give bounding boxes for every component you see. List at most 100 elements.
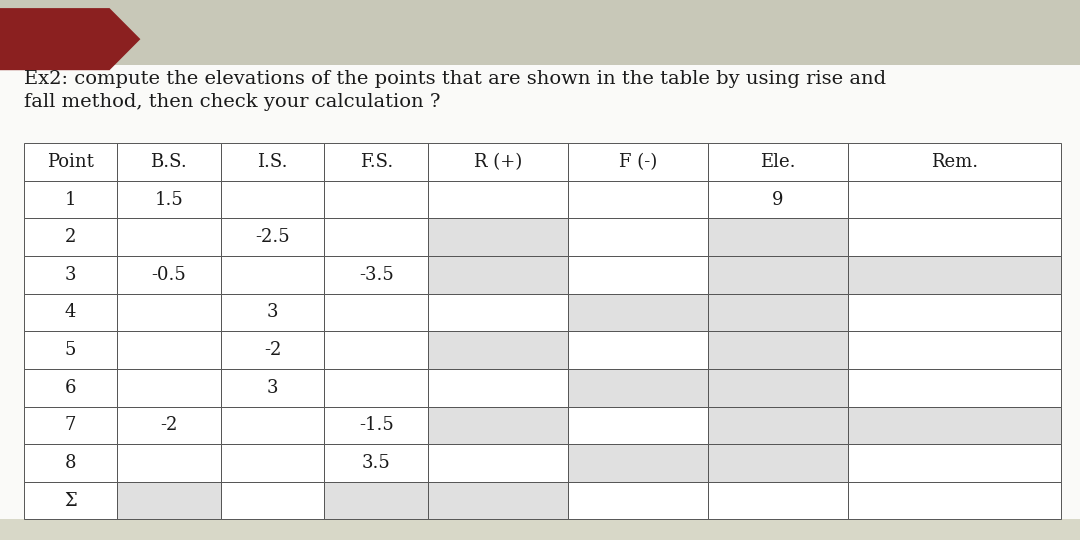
Text: 3: 3	[267, 303, 279, 321]
FancyBboxPatch shape	[708, 482, 848, 519]
FancyBboxPatch shape	[117, 294, 220, 331]
FancyBboxPatch shape	[324, 143, 428, 181]
FancyBboxPatch shape	[24, 218, 117, 256]
Text: -3.5: -3.5	[359, 266, 393, 284]
Text: 7: 7	[65, 416, 76, 434]
FancyBboxPatch shape	[428, 482, 568, 519]
FancyBboxPatch shape	[324, 218, 428, 256]
FancyBboxPatch shape	[568, 407, 708, 444]
FancyBboxPatch shape	[708, 294, 848, 331]
FancyBboxPatch shape	[848, 256, 1061, 294]
FancyBboxPatch shape	[220, 444, 324, 482]
FancyBboxPatch shape	[428, 181, 568, 218]
FancyBboxPatch shape	[117, 482, 220, 519]
Text: 3: 3	[65, 266, 77, 284]
Text: 6: 6	[65, 379, 77, 397]
Text: 5: 5	[65, 341, 76, 359]
Text: Ele.: Ele.	[760, 153, 796, 171]
FancyBboxPatch shape	[220, 218, 324, 256]
FancyBboxPatch shape	[848, 369, 1061, 407]
FancyBboxPatch shape	[0, 65, 1080, 519]
Polygon shape	[0, 8, 140, 70]
FancyBboxPatch shape	[848, 218, 1061, 256]
FancyBboxPatch shape	[117, 407, 220, 444]
FancyBboxPatch shape	[708, 332, 848, 369]
Text: -2: -2	[264, 341, 281, 359]
Text: fall method, then check your calculation ?: fall method, then check your calculation…	[24, 93, 441, 111]
FancyBboxPatch shape	[117, 332, 220, 369]
Text: 8: 8	[65, 454, 77, 472]
Text: 4: 4	[65, 303, 76, 321]
FancyBboxPatch shape	[848, 444, 1061, 482]
Text: 3.5: 3.5	[362, 454, 391, 472]
FancyBboxPatch shape	[324, 369, 428, 407]
FancyBboxPatch shape	[324, 294, 428, 331]
Text: F.S.: F.S.	[360, 153, 393, 171]
Text: 3: 3	[267, 379, 279, 397]
FancyBboxPatch shape	[24, 407, 117, 444]
Text: -0.5: -0.5	[151, 266, 186, 284]
FancyBboxPatch shape	[708, 407, 848, 444]
FancyBboxPatch shape	[220, 332, 324, 369]
Text: Rem.: Rem.	[931, 153, 977, 171]
FancyBboxPatch shape	[324, 332, 428, 369]
FancyBboxPatch shape	[117, 218, 220, 256]
FancyBboxPatch shape	[324, 482, 428, 519]
FancyBboxPatch shape	[708, 444, 848, 482]
Text: B.S.: B.S.	[150, 153, 187, 171]
Text: R (+): R (+)	[474, 153, 523, 171]
FancyBboxPatch shape	[428, 407, 568, 444]
Text: Σ: Σ	[64, 491, 77, 510]
FancyBboxPatch shape	[568, 256, 708, 294]
FancyBboxPatch shape	[848, 332, 1061, 369]
FancyBboxPatch shape	[568, 369, 708, 407]
FancyBboxPatch shape	[428, 143, 568, 181]
FancyBboxPatch shape	[24, 181, 117, 218]
FancyBboxPatch shape	[0, 519, 1080, 540]
Text: -1.5: -1.5	[359, 416, 393, 434]
Text: 1: 1	[65, 191, 77, 208]
FancyBboxPatch shape	[428, 444, 568, 482]
FancyBboxPatch shape	[708, 369, 848, 407]
FancyBboxPatch shape	[117, 143, 220, 181]
Text: I.S.: I.S.	[257, 153, 288, 171]
FancyBboxPatch shape	[220, 369, 324, 407]
FancyBboxPatch shape	[568, 294, 708, 331]
Text: Ex2: compute the elevations of the points that are shown in the table by using r: Ex2: compute the elevations of the point…	[24, 70, 886, 88]
FancyBboxPatch shape	[220, 256, 324, 294]
FancyBboxPatch shape	[708, 256, 848, 294]
FancyBboxPatch shape	[708, 143, 848, 181]
FancyBboxPatch shape	[24, 294, 117, 331]
Text: 9: 9	[772, 191, 784, 208]
FancyBboxPatch shape	[568, 444, 708, 482]
FancyBboxPatch shape	[568, 218, 708, 256]
FancyBboxPatch shape	[324, 407, 428, 444]
FancyBboxPatch shape	[428, 332, 568, 369]
FancyBboxPatch shape	[428, 218, 568, 256]
FancyBboxPatch shape	[24, 332, 117, 369]
FancyBboxPatch shape	[848, 482, 1061, 519]
FancyBboxPatch shape	[848, 143, 1061, 181]
FancyBboxPatch shape	[220, 181, 324, 218]
FancyBboxPatch shape	[117, 181, 220, 218]
FancyBboxPatch shape	[848, 407, 1061, 444]
FancyBboxPatch shape	[0, 0, 1080, 65]
FancyBboxPatch shape	[568, 143, 708, 181]
FancyBboxPatch shape	[708, 218, 848, 256]
FancyBboxPatch shape	[568, 332, 708, 369]
FancyBboxPatch shape	[24, 369, 117, 407]
FancyBboxPatch shape	[324, 181, 428, 218]
FancyBboxPatch shape	[24, 444, 117, 482]
Text: -2.5: -2.5	[255, 228, 289, 246]
Text: Point: Point	[46, 153, 94, 171]
FancyBboxPatch shape	[428, 256, 568, 294]
FancyBboxPatch shape	[117, 256, 220, 294]
Text: 1.5: 1.5	[154, 191, 184, 208]
FancyBboxPatch shape	[220, 407, 324, 444]
FancyBboxPatch shape	[708, 181, 848, 218]
FancyBboxPatch shape	[117, 369, 220, 407]
Text: -2: -2	[160, 416, 177, 434]
FancyBboxPatch shape	[324, 256, 428, 294]
FancyBboxPatch shape	[848, 181, 1061, 218]
FancyBboxPatch shape	[117, 444, 220, 482]
